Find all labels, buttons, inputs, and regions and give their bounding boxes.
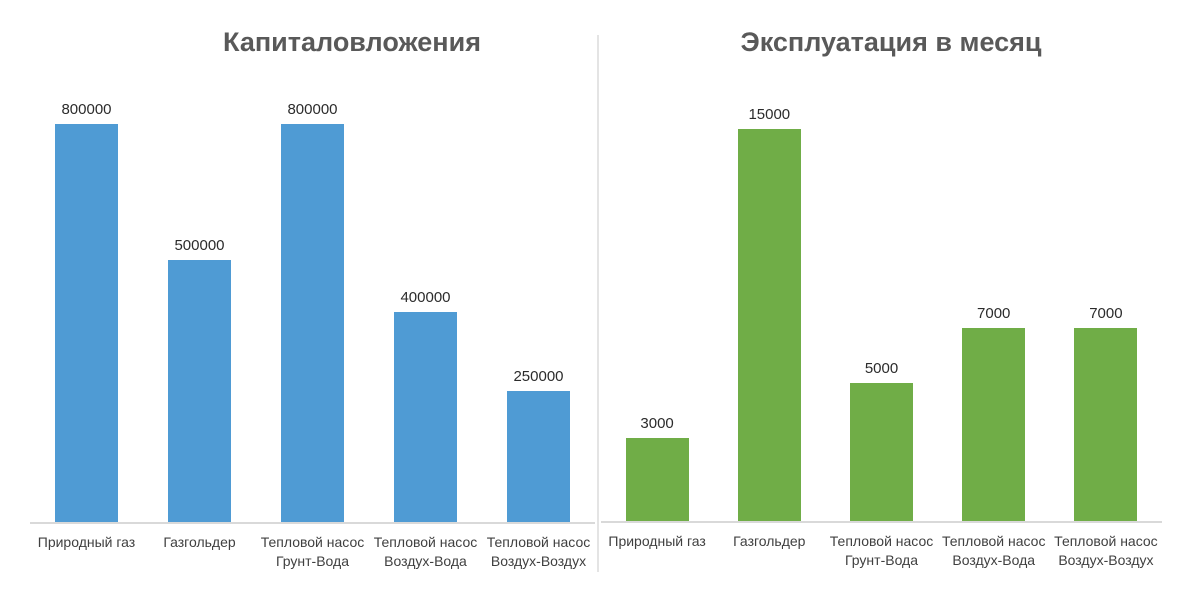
bar-slot: 5000 xyxy=(825,107,937,521)
bar xyxy=(1074,327,1138,521)
bar xyxy=(625,438,689,521)
bar xyxy=(281,124,344,522)
bar-value-label: 800000 xyxy=(287,101,338,118)
bar-slot: 7000 xyxy=(938,107,1050,521)
category-label: Тепловой насос Воздух-Воздух xyxy=(486,534,591,569)
bar-slot: 15000 xyxy=(713,107,825,521)
bar xyxy=(394,312,457,522)
chart-title-capital-investments: Капиталовложения xyxy=(223,27,481,57)
category-label: Природный газ xyxy=(608,533,706,549)
chart-title-monthly-operation: Эксплуатация в месяц xyxy=(740,27,1042,57)
bar-value-label: 500000 xyxy=(174,236,225,254)
bar-value-label: 5000 xyxy=(864,360,899,378)
category-axis-monthly-operation: Природный газ Газгольдер Тепловой насос Гр… xyxy=(601,521,1162,570)
plot-area-capital-investments: 800000 500000 800000 400000 250000 xyxy=(30,102,595,522)
bar xyxy=(737,129,801,521)
category-label: Тепловой насос Грунт-Вода xyxy=(829,533,934,568)
bar-slot: 500000 xyxy=(143,102,256,522)
bar-slot: 250000 xyxy=(482,102,595,522)
bar-slot: 800000 xyxy=(256,102,369,522)
bar-value-label: 3000 xyxy=(640,415,674,433)
bar-slot: 3000 xyxy=(601,107,713,521)
bar-slot: 7000 xyxy=(1050,107,1162,521)
bar-value-label: 7000 xyxy=(1089,304,1123,322)
category-label: Тепловой насос Воздух-Воздух xyxy=(1054,533,1158,568)
bar-value-label: 7000 xyxy=(977,304,1011,322)
bar xyxy=(507,390,570,522)
category-label: Газгольдер xyxy=(733,533,806,549)
bar-value-label: 800000 xyxy=(61,101,112,118)
bar xyxy=(962,327,1026,521)
bar-value-label: 250000 xyxy=(513,367,564,385)
plot-area-monthly-operation: 3000 15000 5000 7000 7000 xyxy=(601,107,1162,521)
bar xyxy=(168,259,231,522)
category-label: Тепловой насос Грунт-Вода xyxy=(260,534,365,569)
bar xyxy=(55,124,118,522)
category-axis-capital-investments: Природный газ Газгольдер Тепловой насос Гр… xyxy=(30,522,595,571)
category-label: Тепловой насос Воздух-Вода xyxy=(373,534,478,569)
chart-panel-divider xyxy=(597,35,599,572)
bar-value-label: 400000 xyxy=(400,289,451,306)
bar-slot: 400000 xyxy=(369,102,482,522)
category-label: Тепловой насос Воздух-Вода xyxy=(941,533,1046,568)
bar-value-label: 15000 xyxy=(748,106,791,123)
bar xyxy=(850,383,913,521)
category-label: Газгольдер xyxy=(163,534,236,550)
bar-slot: 800000 xyxy=(30,102,143,522)
category-label: Природный газ xyxy=(37,534,136,550)
